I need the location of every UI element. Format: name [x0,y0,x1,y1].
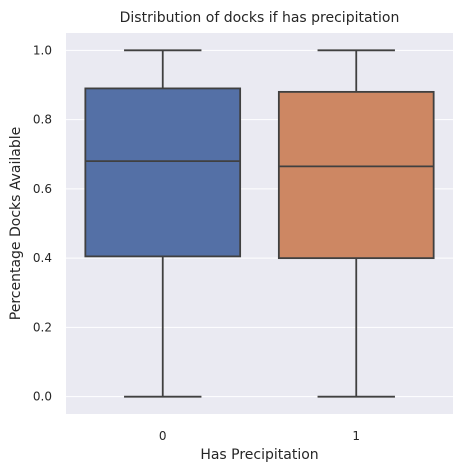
y-tick-label: 0.2 [33,320,52,334]
y-tick-label: 0.6 [33,182,52,196]
box-body [277,90,435,260]
chart-title: Distribution of docks if has precipitati… [120,10,400,26]
box-1 [277,49,435,398]
y-axis-label: Percentage Docks Available [8,127,24,320]
x-tick-label: 0 [159,429,167,443]
y-tick-label: 0.0 [33,390,52,404]
y-tick-labels: 0.0 0.2 0.4 0.6 0.8 1.0 [33,43,52,403]
x-axis-label: Has Precipitation [200,447,318,463]
y-tick-label: 0.8 [33,113,52,127]
y-tick-label: 0.4 [33,251,52,265]
y-tick-label: 1.0 [33,43,52,57]
boxes [84,49,435,398]
box-body [84,87,242,258]
box-0 [84,49,242,398]
x-tick-label: 1 [352,429,360,443]
